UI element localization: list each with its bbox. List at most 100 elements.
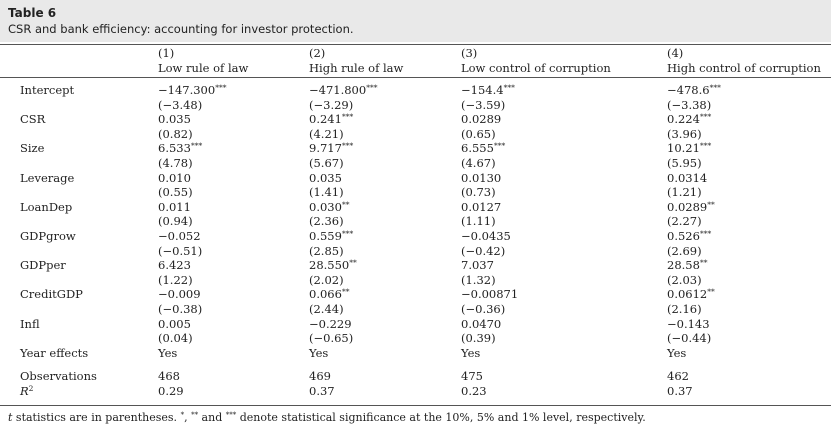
coefficient-value: −471.800 — [309, 83, 367, 97]
t-statistic-cell: (1.22) — [158, 272, 193, 287]
coefficient-value: 0.035 — [309, 170, 342, 185]
coefficient-cell: 10.21*** — [667, 141, 711, 155]
significance-stars: ** — [341, 199, 350, 209]
r-squared-superscript: 2 — [28, 384, 34, 393]
column-header: Low rule of law — [158, 61, 249, 75]
significance-stars: ** — [699, 258, 708, 268]
coefficient-cell: 0.011 — [158, 200, 191, 214]
significance-stars: *** — [341, 229, 354, 238]
coefficient-value: 0.526 — [667, 229, 700, 243]
coefficient-value: 28.550 — [309, 258, 350, 273]
t-statistic-cell: (0.65) — [461, 126, 496, 141]
observations-cell: 475 — [461, 369, 483, 384]
coefficient-value: −0.229 — [309, 316, 352, 331]
t-statistic-cell: (−0.38) — [158, 302, 203, 316]
t-statistic-cell: (0.39) — [461, 331, 496, 346]
coefficient-cell: 6.423 — [158, 258, 191, 272]
footnote-t-symbol: t — [8, 411, 13, 424]
t-statistic-cell: (3.96) — [667, 126, 702, 141]
column-number: (1) — [158, 46, 175, 60]
coefficient-cell: −0.229 — [309, 317, 352, 331]
significance-stars: *** — [699, 112, 712, 122]
footnote-sig-2: ** — [191, 411, 199, 419]
significance-stars: *** — [341, 141, 354, 151]
t-statistic-cell: (1.32) — [461, 272, 496, 287]
coefficient-value: 0.559 — [309, 229, 342, 243]
coefficient-value: −0.052 — [158, 229, 201, 243]
coefficient-cell: −478.6*** — [667, 83, 721, 97]
row-label: Infl — [20, 316, 40, 331]
coefficient-value: −0.0435 — [461, 229, 511, 243]
significance-stars: *** — [493, 141, 506, 151]
column-header: Low control of corruption — [461, 61, 611, 75]
footnote-sig-1: * — [180, 411, 185, 419]
t-statistic-cell: (1.41) — [309, 185, 344, 200]
coefficient-cell: 6.533*** — [158, 141, 202, 155]
table-title: CSR and bank efficiency: accounting for … — [8, 22, 354, 36]
t-statistic-cell: (4.21) — [309, 126, 344, 141]
coefficient-cell: 0.010 — [158, 171, 191, 185]
t-statistic-cell: (0.04) — [158, 331, 193, 346]
coefficient-cell: 0.066** — [309, 287, 349, 301]
coefficient-value: 0.0289 — [461, 112, 502, 127]
significance-stars: ** — [341, 287, 350, 297]
coefficient-cell: 0.0289 — [461, 112, 501, 126]
footnote-text-1: statistics are in parentheses. — [12, 411, 181, 424]
t-statistic-cell: (0.94) — [158, 214, 193, 229]
coefficient-value: 0.066 — [309, 287, 342, 302]
coefficient-value: −0.00871 — [461, 287, 519, 302]
column-number: (2) — [309, 46, 326, 60]
header-rule — [0, 77, 831, 78]
row-label: CreditGDP — [20, 287, 83, 302]
coefficient-value: −147.300 — [158, 83, 216, 97]
coefficient-value: 6.423 — [158, 258, 191, 273]
t-statistic-cell: (−0.51) — [158, 243, 203, 258]
footnote-sig-3: *** — [225, 411, 237, 419]
significance-stars: ** — [707, 199, 715, 209]
t-statistic-cell: (4.67) — [461, 156, 496, 170]
t-statistic-cell: (1.11) — [461, 214, 496, 229]
column-header: High rule of law — [309, 61, 404, 75]
row-label-r-squared: R2 — [20, 384, 33, 398]
coefficient-value: −478.6 — [667, 83, 710, 97]
t-statistic-cell: (2.16) — [667, 302, 702, 316]
year-effects-cell: Yes — [667, 345, 687, 360]
footnote-separator: , — [184, 411, 192, 424]
coefficient-value: 9.717 — [309, 141, 342, 156]
significance-stars: ** — [349, 258, 357, 268]
coefficient-cell: 28.58** — [667, 258, 707, 272]
r-squared-label: R — [20, 384, 29, 398]
coefficient-cell: 0.526*** — [667, 229, 711, 243]
observations-cell: 468 — [158, 369, 180, 384]
coefficient-value: 0.224 — [667, 112, 700, 127]
coefficient-cell: −0.052 — [158, 229, 201, 243]
column-number: (4) — [667, 46, 684, 60]
coefficient-cell: 0.030** — [309, 200, 349, 214]
t-statistic-cell: (2.85) — [309, 243, 344, 258]
row-label: Intercept — [20, 83, 75, 97]
bottom-rule — [0, 405, 831, 406]
t-statistic-cell: (−0.42) — [461, 243, 506, 258]
r-squared-cell: 0.23 — [461, 384, 487, 398]
t-statistic-cell: (−0.65) — [309, 331, 354, 346]
t-statistic-cell: (2.44) — [309, 302, 344, 316]
coefficient-cell: −0.00871 — [461, 287, 518, 301]
coefficient-cell: 0.0314 — [667, 171, 707, 185]
coefficient-value: 0.0314 — [667, 170, 708, 185]
significance-stars: *** — [341, 112, 354, 122]
t-statistic-cell: (−0.36) — [461, 302, 506, 316]
t-statistic-cell: (4.78) — [158, 156, 193, 170]
coefficient-cell: 0.0612** — [667, 287, 715, 301]
top-rule — [0, 44, 831, 45]
t-statistic-cell: (−3.48) — [158, 97, 203, 112]
coefficient-value: 0.0130 — [461, 170, 502, 185]
coefficient-cell: −147.300*** — [158, 83, 226, 97]
row-label: GDPgrow — [20, 229, 76, 243]
coefficient-cell: −0.009 — [158, 287, 201, 301]
footnote-and: and — [198, 411, 226, 424]
significance-stars: *** — [503, 83, 515, 92]
significance-stars: *** — [699, 229, 712, 238]
coefficient-cell: 0.035 — [309, 171, 342, 185]
coefficient-cell: 0.0289** — [667, 200, 715, 214]
column-header: High control of corruption — [667, 61, 821, 75]
